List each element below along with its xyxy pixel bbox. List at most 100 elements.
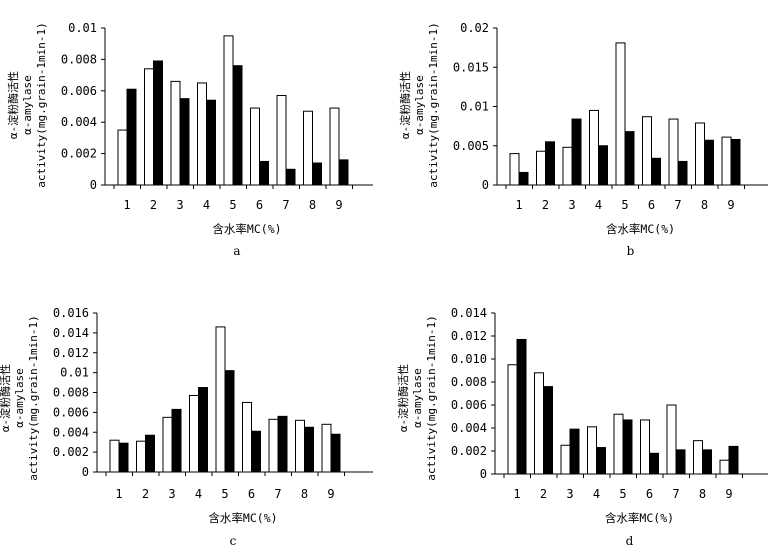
bar-white-7 xyxy=(268,418,279,473)
bar-white-2 xyxy=(534,372,544,475)
bar-white-5 xyxy=(615,42,626,186)
x-tick-label: 3 xyxy=(568,198,575,212)
y-tick-label: 0.014 xyxy=(451,306,487,320)
chart-panel-a: 0 0.002 0.004 0.006 0.008 0.01 1 2 3 4 5 6 7 8 9 含水率MC(… xyxy=(6,21,373,258)
bar-white-5 xyxy=(613,413,624,475)
x-tick-label: 4 xyxy=(593,487,600,501)
x-axis-label: 含水率MC(%) xyxy=(208,511,277,525)
x-tick-label: 6 xyxy=(256,198,263,212)
x-tick-label: 1 xyxy=(123,198,130,212)
bar-black-8 xyxy=(704,139,714,186)
x-tick-label: 7 xyxy=(672,487,679,501)
y-tick-label: 0 xyxy=(82,465,89,479)
y-tick-label: 0.004 xyxy=(53,425,89,439)
bar-black-9 xyxy=(730,138,741,186)
bar-white-8 xyxy=(295,419,305,473)
bar-white-6 xyxy=(640,419,650,475)
y-axis-label-line: α-amylase xyxy=(21,75,34,135)
x-tick-label: 8 xyxy=(301,487,308,501)
x-tick-label: 7 xyxy=(274,487,281,501)
x-tick-label: 9 xyxy=(725,487,732,501)
chart-panel-d: 0 0.002 0.004 0.006 0.008 0.010 0.012 0.014 1 2 3 4… xyxy=(396,306,768,548)
bar-white-5 xyxy=(223,35,234,186)
y-axis-label-line: α-amylase xyxy=(13,368,26,428)
panel-label: c xyxy=(230,534,237,548)
bar-black-9 xyxy=(728,445,739,475)
y-tick-label: 0.016 xyxy=(53,306,89,320)
x-tick-label: 8 xyxy=(701,198,708,212)
bar-white-6 xyxy=(242,401,252,473)
y-tick-label: 0.01 xyxy=(460,100,489,114)
y-axis-label-line: activity(mg.grain-1min-1) xyxy=(27,315,40,481)
chart-panel-c: 0 0.002 0.004 0.006 0.008 0.01 0.012 0.014 0.016… xyxy=(0,306,373,548)
panel-label: b xyxy=(627,244,635,258)
y-axis-label-line: activity(mg.grain-1min-1) xyxy=(425,315,438,481)
y-tick-label: 0.010 xyxy=(451,352,487,366)
y-tick-label: 0.014 xyxy=(53,326,89,340)
bar-black-1 xyxy=(126,88,137,186)
x-axis-label: 含水率MC(%) xyxy=(212,222,281,236)
bar-black-1 xyxy=(516,338,527,475)
bar-white-8 xyxy=(693,440,703,475)
x-tick-label: 3 xyxy=(168,487,175,501)
y-tick-label: 0.004 xyxy=(61,115,97,129)
x-tick-label: 3 xyxy=(566,487,573,501)
bar-white-3 xyxy=(562,146,573,186)
bar-black-8 xyxy=(304,426,314,473)
x-tick-label: 1 xyxy=(115,487,122,501)
bar-white-4 xyxy=(189,394,199,473)
x-tick-label: 2 xyxy=(142,487,149,501)
bar-white-4 xyxy=(589,109,599,186)
y-tick-label: 0.008 xyxy=(61,52,97,66)
x-tick-label: 6 xyxy=(648,198,655,212)
bar-white-6 xyxy=(250,107,260,186)
y-axis-label-line: α-amylase xyxy=(411,368,424,428)
x-tick-label: 5 xyxy=(221,487,228,501)
x-tick-label: 5 xyxy=(229,198,236,212)
x-tick-label: 9 xyxy=(335,198,342,212)
bar-white-3 xyxy=(162,416,173,473)
bar-black-5 xyxy=(624,131,635,186)
bar-black-7 xyxy=(285,168,296,186)
bar-black-6 xyxy=(251,430,261,473)
x-tick-label: 5 xyxy=(619,487,626,501)
bar-black-2 xyxy=(543,386,553,475)
bar-white-4 xyxy=(197,82,207,186)
y-axis-label-line: α-淀粉酶活性 xyxy=(6,71,20,139)
x-tick-label: 4 xyxy=(195,487,202,501)
bar-white-2 xyxy=(136,440,146,473)
x-tick-label: 9 xyxy=(327,487,334,501)
bar-white-9 xyxy=(321,423,332,473)
bar-white-9 xyxy=(721,136,732,186)
y-tick-label: 0 xyxy=(480,467,487,481)
bar-white-6 xyxy=(642,116,652,186)
x-tick-label: 6 xyxy=(248,487,255,501)
bar-black-8 xyxy=(702,449,712,475)
bar-black-8 xyxy=(312,162,322,186)
bar-black-5 xyxy=(622,419,633,475)
bar-white-1 xyxy=(109,439,120,473)
x-axis-label: 含水率MC(%) xyxy=(605,511,674,525)
bar-black-2 xyxy=(145,434,155,473)
x-tick-label: 2 xyxy=(542,198,549,212)
x-tick-label: 4 xyxy=(595,198,602,212)
y-axis-label-line: activity(mg.grain-1min-1) xyxy=(427,22,440,188)
bar-black-1 xyxy=(518,171,529,186)
y-axis-label-line: α-淀粉酶活性 xyxy=(0,364,12,432)
y-tick-label: 0.008 xyxy=(451,375,487,389)
chart-panel-b: 0 0.005 0.01 0.015 0.02 1 2 3 4 5 6 7 8 9 含水率MC(%) b α-淀… xyxy=(398,21,768,258)
y-axis-label-line: activity(mg.grain-1min-1) xyxy=(35,22,48,188)
y-tick-label: 0.002 xyxy=(451,444,487,458)
x-tick-label: 7 xyxy=(674,198,681,212)
bar-white-3 xyxy=(560,444,571,475)
y-tick-label: 0.01 xyxy=(68,21,97,35)
y-tick-label: 0.012 xyxy=(53,346,89,360)
bar-black-4 xyxy=(198,387,208,473)
bar-white-7 xyxy=(668,118,679,186)
x-tick-label: 9 xyxy=(727,198,734,212)
x-axis-label: 含水率MC(%) xyxy=(606,222,675,236)
bar-white-4 xyxy=(587,426,597,475)
bar-black-6 xyxy=(259,160,269,186)
bar-black-5 xyxy=(232,65,243,186)
panel-label: d xyxy=(626,534,634,548)
